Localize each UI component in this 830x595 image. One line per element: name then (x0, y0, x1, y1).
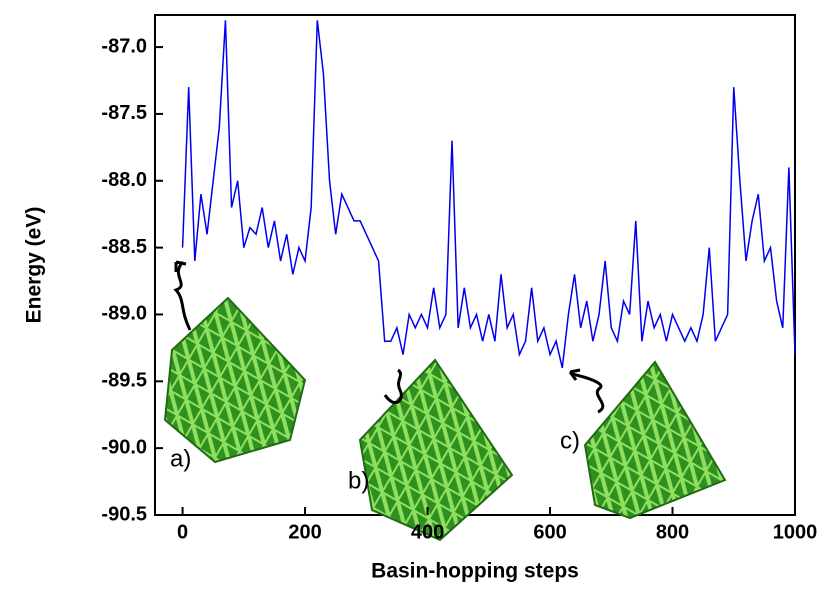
x-tick-label: 600 (533, 521, 566, 543)
arrow-c (571, 372, 605, 414)
y-tick-label: -87.0 (101, 35, 147, 57)
arrow-b (383, 368, 403, 405)
y-tick-label: -89.5 (101, 370, 147, 392)
x-tick-label: 200 (288, 521, 321, 543)
cluster-a (163, 296, 307, 464)
x-axis-title: Basin-hopping steps (371, 560, 579, 583)
y-tick-label: -89.0 (101, 303, 147, 325)
y-tick-label: -88.0 (101, 169, 147, 191)
x-tick-label: 0 (177, 521, 188, 543)
x-tick-label: 800 (656, 521, 689, 543)
y-tick-label: -90.0 (101, 436, 147, 458)
y-tick-label: -87.5 (101, 102, 147, 124)
arrow-c-head (568, 368, 581, 381)
annotation: b) (348, 467, 369, 494)
plot-frame (154, 14, 796, 516)
data-line (181, 20, 796, 369)
plot-area (181, 20, 796, 369)
y-tick-label: -90.5 (101, 503, 147, 525)
cluster-c (583, 360, 727, 520)
x-tick-label: 400 (411, 521, 444, 543)
y-tick-label: -88.5 (101, 236, 147, 258)
arrow-a-head (174, 260, 187, 272)
arrow-a (173, 260, 192, 331)
annotation: c) (560, 427, 580, 454)
y-axis-title: Energy (eV) (23, 207, 46, 324)
cluster-b (358, 358, 514, 542)
annotation: a) (170, 445, 191, 472)
cluster-illustrations (163, 260, 727, 542)
x-tick-label: 1000 (773, 521, 818, 543)
